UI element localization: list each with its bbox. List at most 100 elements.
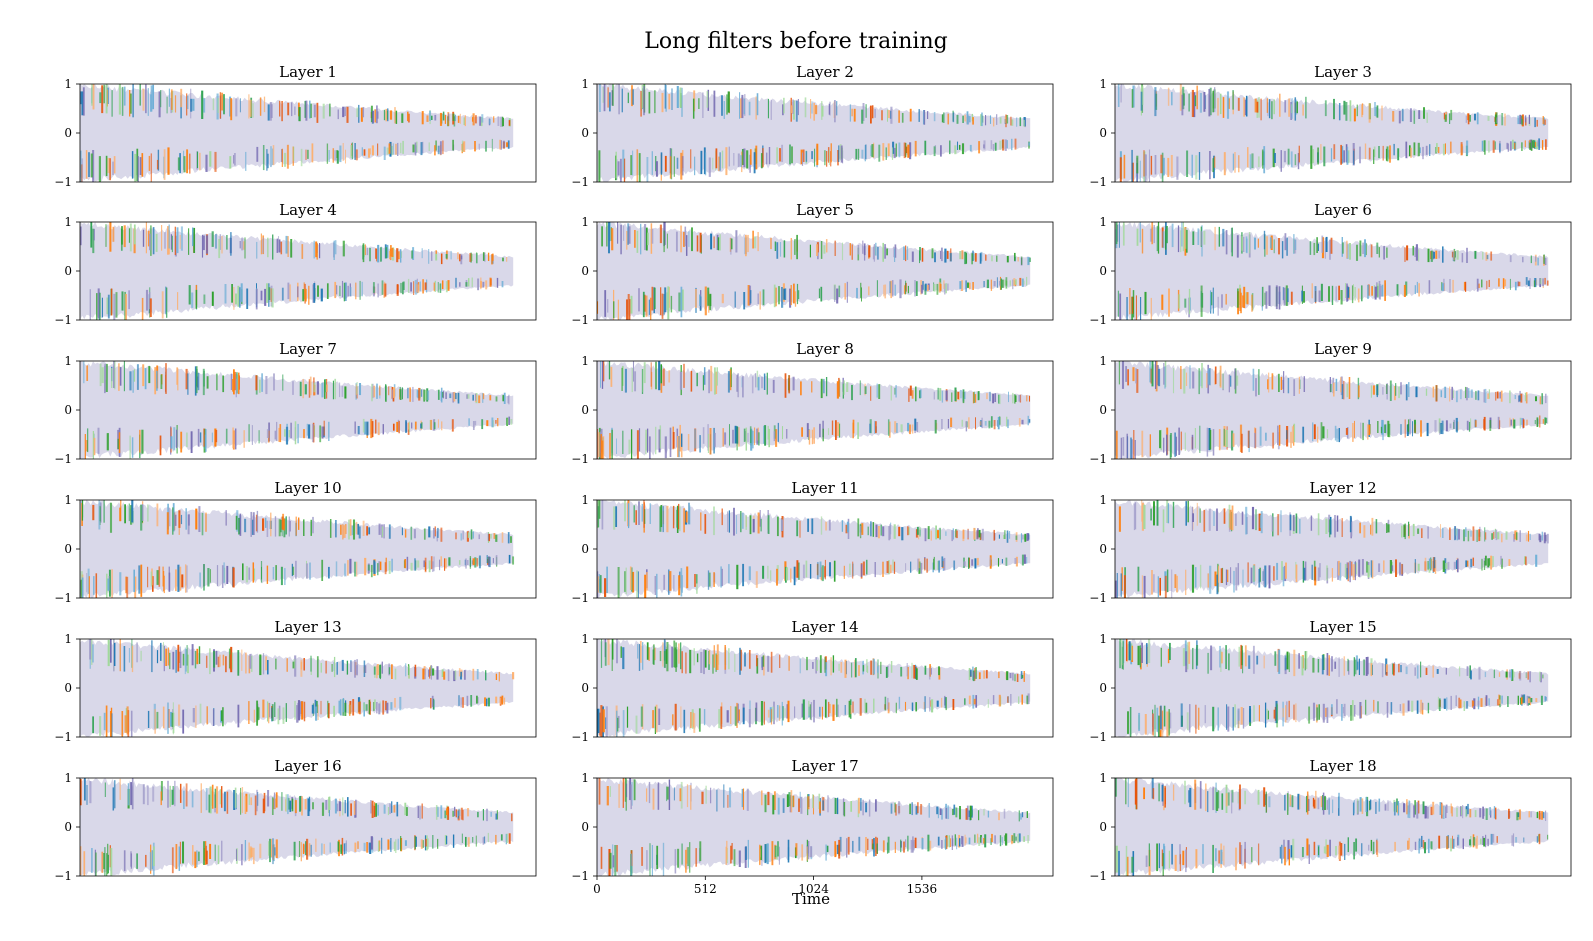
subplot-title: Layer 10	[274, 479, 341, 497]
y-tick-label: 0	[1099, 403, 1107, 417]
y-tick-label: 1	[581, 354, 589, 368]
y-tick-label: −1	[1089, 730, 1107, 744]
subplot: Layer 16 −1 0 1	[54, 757, 537, 883]
envelope-band	[80, 778, 514, 876]
subplot-title: Layer 6	[1314, 201, 1372, 219]
envelope-band	[80, 222, 514, 320]
y-tick-label: 1	[64, 771, 72, 785]
envelope-band	[80, 500, 514, 598]
filter-traces	[80, 84, 514, 182]
subplot: Layer 5 −1 0 1	[571, 201, 1054, 327]
subplot-title: Layer 5	[796, 201, 854, 219]
subplot-title: Layer 17	[791, 757, 858, 775]
envelope-band	[597, 361, 1031, 459]
y-tick-label: −1	[54, 591, 72, 605]
subplot-title: Layer 2	[796, 63, 854, 81]
y-tick-label: 1	[1099, 493, 1107, 507]
subplot: Layer 9 −1 0 1	[1089, 340, 1572, 466]
subplot-title: Layer 13	[274, 618, 341, 636]
y-tick-label: 0	[581, 126, 589, 140]
y-tick-label: 1	[1099, 77, 1107, 91]
y-tick-label: 1	[64, 493, 72, 507]
subplot-title: Layer 12	[1309, 479, 1376, 497]
envelope-band	[1115, 222, 1549, 320]
subplot: Layer 1 −1 0 1	[54, 63, 537, 189]
y-tick-label: 1	[64, 354, 72, 368]
y-tick-label: −1	[571, 313, 589, 327]
y-tick-label: 1	[64, 632, 72, 646]
envelope-band	[1115, 639, 1549, 737]
y-tick-label: −1	[1089, 175, 1107, 189]
y-tick-label: 1	[1099, 771, 1107, 785]
filter-traces	[80, 500, 515, 598]
filter-traces	[1115, 778, 1549, 876]
filter-traces	[1115, 500, 1549, 598]
y-tick-label: 1	[581, 771, 589, 785]
x-tick-label: 0	[593, 882, 601, 896]
y-tick-label: 1	[1099, 215, 1107, 229]
y-tick-label: −1	[571, 175, 589, 189]
filter-traces	[597, 639, 1031, 737]
filter-traces	[597, 84, 1031, 182]
filter-traces	[597, 778, 1031, 876]
envelope-band	[80, 84, 514, 182]
y-tick-label: −1	[1089, 452, 1107, 466]
y-tick-label: 0	[1099, 681, 1107, 695]
filter-traces	[1115, 222, 1549, 320]
y-tick-label: 1	[64, 215, 72, 229]
y-tick-label: 0	[64, 264, 72, 278]
y-tick-label: −1	[1089, 869, 1107, 883]
y-tick-label: 0	[581, 681, 589, 695]
envelope-band	[1115, 778, 1549, 876]
y-tick-label: 0	[64, 126, 72, 140]
y-tick-label: 0	[581, 542, 589, 556]
envelope-band	[1115, 361, 1549, 459]
x-tick-label: 1536	[907, 882, 938, 896]
y-tick-label: 1	[581, 632, 589, 646]
y-tick-label: 1	[1099, 632, 1107, 646]
subplot: Layer 8 −1 0 1	[571, 340, 1054, 466]
y-tick-label: −1	[54, 730, 72, 744]
y-tick-label: −1	[54, 175, 72, 189]
subplot-title: Layer 3	[1314, 63, 1372, 81]
subplot: Layer 14 −1 0 1	[571, 618, 1054, 744]
y-tick-label: 0	[64, 403, 72, 417]
filter-traces	[597, 361, 1031, 459]
filter-traces	[597, 222, 1031, 320]
subplot-title: Layer 14	[791, 618, 858, 636]
subplot: Layer 18 −1 0 1	[1089, 757, 1572, 883]
x-tick-label: 1024	[798, 882, 829, 896]
y-tick-label: 1	[581, 493, 589, 507]
subplot-title: Layer 4	[279, 201, 337, 219]
y-tick-label: 0	[581, 820, 589, 834]
subplot: Layer 12 −1 0 1	[1089, 479, 1572, 605]
subplot: Layer 13 −1 0 1	[54, 618, 537, 744]
x-tick-label: 512	[694, 882, 717, 896]
filter-traces	[80, 222, 514, 320]
y-tick-label: −1	[571, 591, 589, 605]
subplot-title: Layer 16	[274, 757, 341, 775]
subplot: Layer 17 −1 0 1 0 512 1024 1536	[571, 757, 1054, 896]
y-tick-label: 0	[1099, 542, 1107, 556]
filter-traces	[80, 361, 514, 459]
subplot: Layer 11 −1 0 1	[571, 479, 1054, 605]
filter-traces	[1115, 639, 1549, 737]
y-tick-label: 0	[581, 403, 589, 417]
subplot: Layer 10 −1 0 1	[54, 479, 537, 605]
y-tick-label: −1	[54, 869, 72, 883]
envelope-band	[597, 778, 1031, 876]
y-tick-label: −1	[571, 452, 589, 466]
subplot: Layer 4 −1 0 1	[54, 201, 537, 327]
y-tick-label: −1	[1089, 591, 1107, 605]
y-tick-label: −1	[54, 313, 72, 327]
y-tick-label: 0	[64, 681, 72, 695]
y-tick-label: 1	[1099, 354, 1107, 368]
y-tick-label: 0	[1099, 126, 1107, 140]
filter-traces	[597, 500, 1031, 598]
subplot-title: Layer 8	[796, 340, 854, 358]
y-tick-label: 1	[581, 215, 589, 229]
y-tick-label: 0	[1099, 820, 1107, 834]
y-tick-label: 1	[64, 77, 72, 91]
